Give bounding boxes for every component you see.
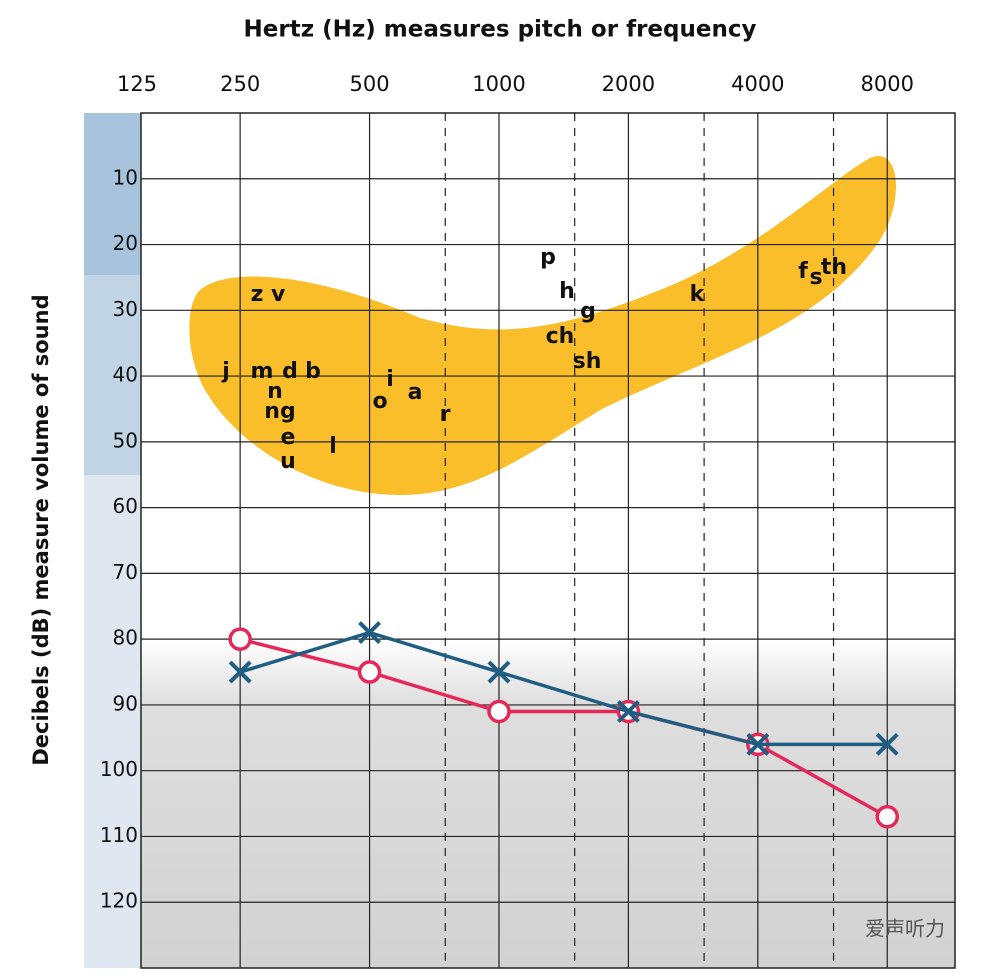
x-tick-label: 8000	[861, 72, 914, 96]
marker-circle	[228, 627, 252, 651]
marker-x	[358, 621, 381, 644]
phoneme-label: k	[690, 282, 706, 307]
phoneme-label: o	[372, 389, 387, 414]
axis-band	[84, 113, 141, 275]
series-line	[239, 637, 889, 819]
series-line	[239, 630, 888, 747]
phoneme-label: i	[386, 367, 394, 392]
plot-frame	[140, 112, 956, 969]
y-tick-label: 120	[100, 889, 138, 913]
y-tick-label: 10	[113, 165, 138, 189]
marker-x	[875, 732, 899, 756]
phoneme-label: j	[221, 359, 230, 384]
y-tick-label: 40	[113, 363, 138, 387]
y-tick-label: 70	[113, 560, 138, 584]
phoneme-label: f	[798, 259, 808, 284]
x-tick-label: 250	[220, 72, 260, 96]
phoneme-label: h	[559, 279, 575, 304]
marker-x	[746, 732, 770, 756]
phoneme-label: g	[580, 299, 596, 324]
x-tick-label: 1000	[472, 72, 525, 96]
x-tick-label: 4000	[731, 72, 784, 96]
phoneme-label: ng	[264, 399, 295, 424]
y-tick-label: 30	[113, 297, 138, 321]
loud-zone	[141, 640, 955, 968]
axis-band	[84, 475, 141, 968]
phoneme-label: p	[540, 245, 556, 270]
marker-x	[616, 700, 640, 723]
watermark: 爱声听力	[865, 917, 945, 941]
speech-banana	[189, 156, 897, 495]
y-tick-label: 110	[100, 823, 138, 847]
phoneme-label: n	[267, 379, 283, 404]
phoneme-label: m	[251, 359, 274, 384]
marker-circle	[357, 660, 382, 684]
y-tick-label: 90	[113, 691, 138, 715]
phoneme-label: ch	[546, 324, 575, 349]
marker-x	[228, 660, 252, 684]
marker-circle	[875, 804, 899, 829]
y-tick-label: 20	[113, 231, 138, 255]
marker-circle	[487, 699, 511, 724]
axis-band	[84, 275, 141, 475]
phoneme-label: d	[282, 359, 298, 384]
phoneme-label: a	[408, 380, 423, 405]
x-tick-label: 2000	[602, 72, 655, 96]
y-tick-label: 60	[113, 494, 138, 518]
phoneme-label: th	[821, 255, 847, 280]
y-tick-label: 50	[113, 428, 138, 452]
phoneme-label: e	[281, 425, 296, 450]
phoneme-label: u	[280, 449, 296, 474]
y-tick-label: 80	[113, 626, 138, 650]
y-tick-label: 100	[100, 757, 138, 781]
chart-title: Hertz (Hz) measures pitch or frequency	[244, 17, 757, 43]
x-tick-label: 500	[350, 72, 390, 96]
phoneme-label: s	[809, 265, 822, 290]
phoneme-label: b	[305, 359, 321, 384]
x-tick-label: 125	[117, 72, 157, 96]
phoneme-label: z v	[251, 282, 286, 307]
phoneme-label: sh	[573, 349, 602, 374]
phoneme-label: r	[440, 402, 451, 427]
phoneme-label: l	[329, 434, 337, 459]
y-axis-label: Decibels (dB) measure volume of sound	[29, 294, 53, 765]
marker-x	[487, 660, 511, 684]
